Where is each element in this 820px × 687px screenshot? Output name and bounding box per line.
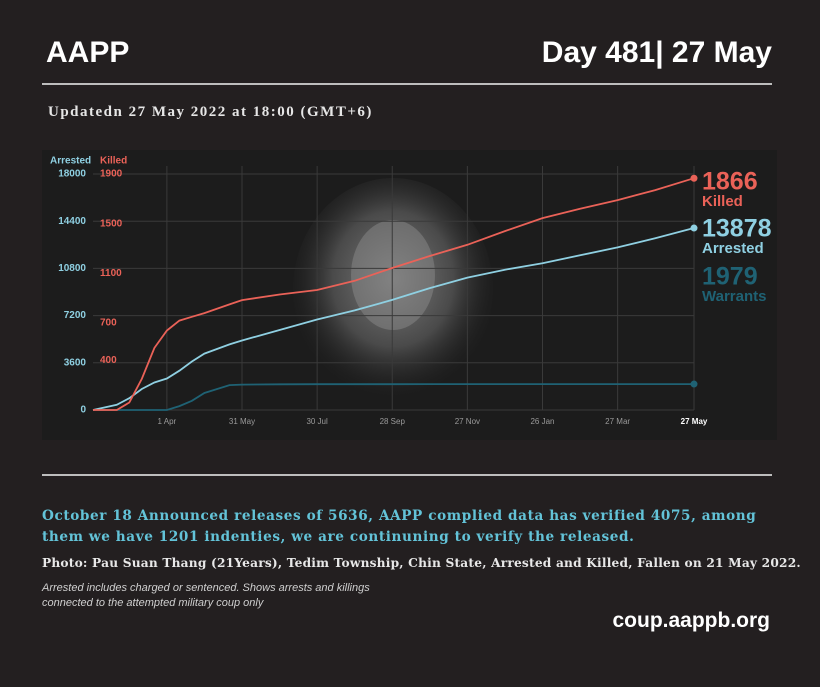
y2-axis-title: Killed: [100, 156, 127, 167]
day-counter: Day 481| 27 May: [541, 36, 772, 69]
end-name: Killed: [702, 193, 743, 210]
x-tick-label: 30 Jul: [306, 417, 328, 426]
x-tick-label: 27 May: [681, 417, 708, 426]
y-axis-title: Arrested: [50, 156, 91, 167]
x-tick-label: 28 Sep: [380, 417, 406, 426]
x-tick-label: 1 Apr: [158, 417, 177, 426]
y-tick-label: 14400: [58, 216, 86, 227]
y-tick-label: 18000: [58, 169, 86, 180]
y2-tick-label: 1100: [100, 268, 122, 279]
x-tick-label: 27 Mar: [605, 417, 630, 426]
y-tick-label: 0: [80, 405, 86, 416]
y-tick-label: 3600: [64, 357, 87, 368]
footnote-line: connected to the attempted military coup…: [42, 597, 264, 609]
grid: 0 3600 7200 10800 14400 18000 400 700 1100 1500 19…: [58, 166, 708, 426]
website[interactable]: coup.aappb.org: [612, 609, 771, 632]
y2-tick-label: 1500: [100, 218, 123, 229]
series-line: [93, 177, 695, 411]
end-name: Arrested: [702, 240, 764, 257]
y2-tick-label: 400: [100, 355, 117, 366]
x-tick-label: 31 May: [229, 417, 255, 426]
y2-tick-label: 1900: [100, 169, 123, 180]
end-value: 1979: [702, 263, 758, 291]
end-value: 13878: [702, 215, 772, 243]
x-tick-label: 26 Jan: [530, 417, 554, 426]
series-line: [93, 383, 694, 411]
end-point: [690, 224, 698, 232]
divider: [42, 83, 772, 85]
statement: October 18 Announced releases of 5636, A…: [42, 508, 757, 545]
brand: AAPP: [46, 36, 130, 69]
divider: [42, 474, 772, 476]
end-value: 1866: [702, 168, 758, 196]
plot: [92, 174, 698, 411]
footnote-line: Arrested includes charged or sentenced. …: [42, 582, 370, 594]
photo-caption: Photo: Pau Suan Thang (21Years), Tedim T…: [42, 556, 801, 570]
end-point: [690, 380, 698, 388]
updated: Updatedn 27 May 2022 at 18:00 (GMT+6): [48, 104, 373, 120]
y-tick-label: 10800: [58, 263, 86, 274]
end-point: [690, 174, 698, 182]
y-tick-label: 7200: [64, 310, 87, 321]
chart: Arrested Killed 0 3600 7200 10800 14400 18000…: [42, 150, 777, 440]
y2-tick-label: 700: [100, 318, 117, 329]
x-tick-label: 27 Nov: [455, 417, 480, 426]
footnote: Arrested includes charged or sentenced. …: [42, 581, 370, 611]
photo-face: [351, 220, 435, 330]
series-line: [92, 227, 695, 411]
end-name: Warrants: [702, 288, 766, 305]
